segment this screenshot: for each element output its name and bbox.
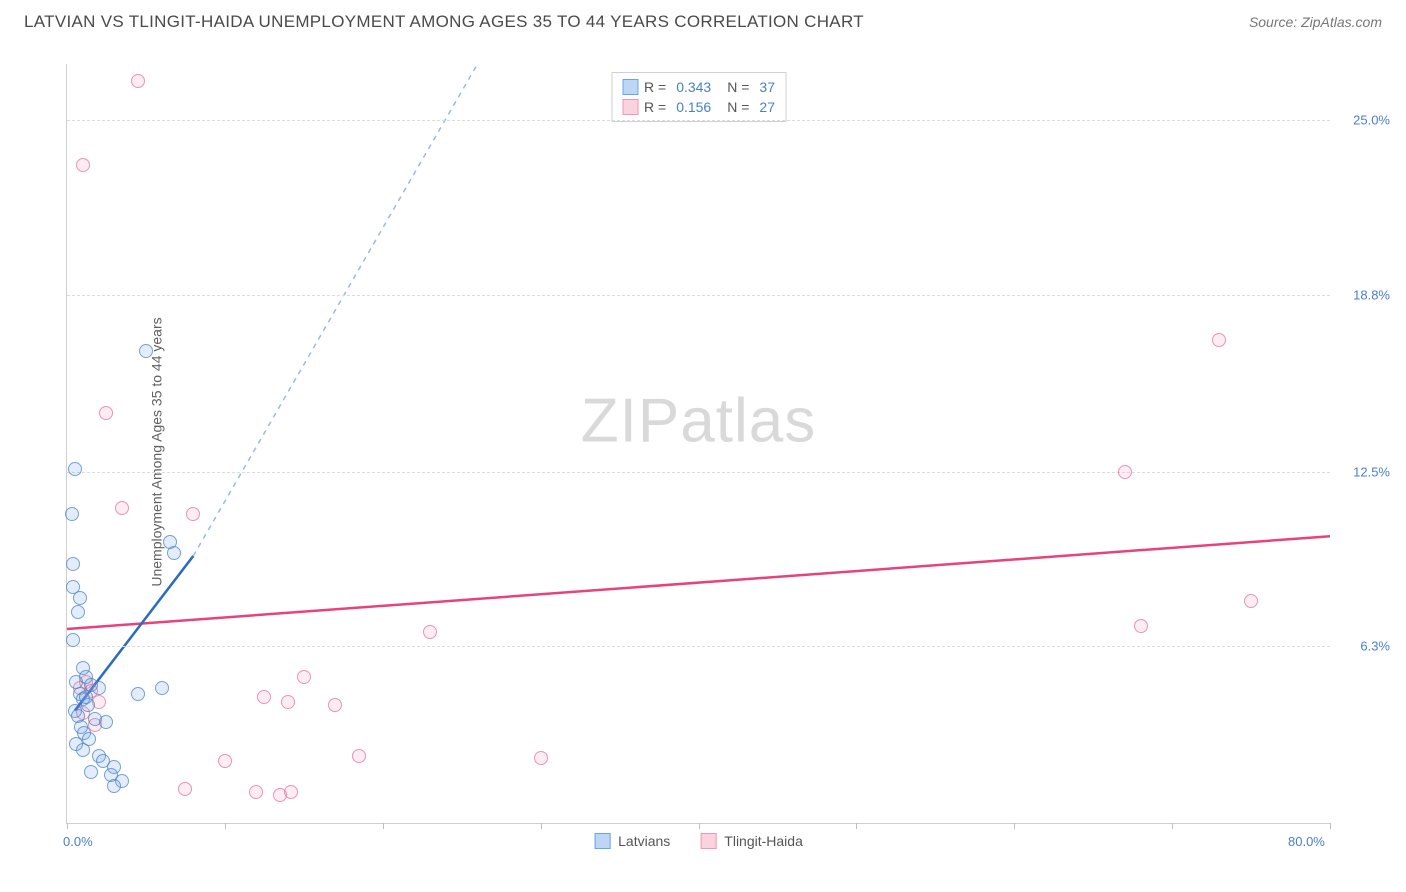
- y-tick-label: 6.3%: [1360, 638, 1390, 653]
- scatter-point: [84, 765, 98, 779]
- scatter-point: [99, 715, 113, 729]
- scatter-point: [178, 782, 192, 796]
- gridline-h: [67, 295, 1330, 296]
- plot-area: ZIPatlas R =0.343N =37R =0.156N =27 Latv…: [66, 64, 1330, 824]
- series-name: Tlingit-Haida: [724, 833, 803, 849]
- scatter-point: [99, 406, 113, 420]
- legend-n-value: 37: [759, 79, 775, 95]
- gridline-h: [67, 120, 1330, 121]
- legend-n-value: 27: [759, 99, 775, 115]
- series-legend-item: Tlingit-Haida: [700, 833, 803, 849]
- gridline-h: [67, 472, 1330, 473]
- scatter-point: [297, 670, 311, 684]
- legend-swatch: [622, 79, 638, 95]
- x-tick: [856, 823, 857, 829]
- series-legend: Latvians Tlingit-Haida: [594, 833, 803, 849]
- watermark-part1: ZIP: [581, 386, 680, 455]
- legend-swatch: [594, 833, 610, 849]
- scatter-point: [76, 158, 90, 172]
- trend-line-latvians-dashed: [193, 64, 477, 556]
- legend-row: R = 0.156 N = 27: [622, 97, 775, 117]
- x-tick: [67, 823, 68, 829]
- x-tick: [383, 823, 384, 829]
- trend-line-tlingit-haida: [67, 536, 1330, 629]
- scatter-point: [66, 633, 80, 647]
- legend-r-value: 0.343: [676, 79, 711, 95]
- scatter-point: [115, 501, 129, 515]
- legend-r-value: 0.156: [676, 99, 711, 115]
- scatter-point: [423, 625, 437, 639]
- scatter-point: [73, 591, 87, 605]
- scatter-point: [167, 546, 181, 560]
- series-legend-item: Latvians: [594, 833, 670, 849]
- y-tick-label: 12.5%: [1353, 464, 1390, 479]
- scatter-point: [249, 785, 263, 799]
- series-name: Latvians: [618, 833, 670, 849]
- scatter-point: [76, 743, 90, 757]
- x-tick: [699, 823, 700, 829]
- gridline-h: [67, 646, 1330, 647]
- x-tick: [225, 823, 226, 829]
- scatter-point: [328, 698, 342, 712]
- watermark-part2: atlas: [680, 386, 816, 455]
- legend-r-label: R =: [644, 79, 666, 95]
- x-tick-label: 80.0%: [1288, 834, 1325, 849]
- scatter-point: [79, 690, 93, 704]
- scatter-point: [1134, 619, 1148, 633]
- scatter-point: [284, 785, 298, 799]
- scatter-point: [281, 695, 295, 709]
- scatter-point: [1244, 594, 1258, 608]
- scatter-point: [107, 779, 121, 793]
- scatter-point: [139, 344, 153, 358]
- correlation-legend: R = 0.343 N = 37 R = 0.156 N = 27: [611, 72, 786, 122]
- scatter-point: [92, 681, 106, 695]
- legend-r-label: R =: [644, 99, 666, 115]
- x-tick: [541, 823, 542, 829]
- scatter-point: [71, 605, 85, 619]
- scatter-point: [131, 74, 145, 88]
- chart-title: LATVIAN VS TLINGIT-HAIDA UNEMPLOYMENT AM…: [24, 12, 864, 32]
- legend-n-label: N =: [727, 99, 749, 115]
- scatter-point: [131, 687, 145, 701]
- watermark: ZIPatlas: [581, 385, 816, 456]
- scatter-point: [218, 754, 232, 768]
- scatter-point: [65, 507, 79, 521]
- source-attribution: Source: ZipAtlas.com: [1249, 14, 1382, 30]
- scatter-point: [352, 749, 366, 763]
- legend-row: R = 0.343 N = 37: [622, 77, 775, 97]
- trend-lines-layer: [67, 64, 1330, 823]
- scatter-point: [1118, 465, 1132, 479]
- scatter-point: [257, 690, 271, 704]
- legend-swatch: [700, 833, 716, 849]
- x-tick: [1014, 823, 1015, 829]
- y-tick-label: 25.0%: [1353, 113, 1390, 128]
- scatter-point: [534, 751, 548, 765]
- x-tick: [1330, 823, 1331, 829]
- scatter-point: [1212, 333, 1226, 347]
- scatter-point: [155, 681, 169, 695]
- legend-swatch: [622, 99, 638, 115]
- scatter-point: [66, 557, 80, 571]
- chart-container: Unemployment Among Ages 35 to 44 years Z…: [48, 52, 1398, 852]
- scatter-point: [68, 462, 82, 476]
- y-tick-label: 18.8%: [1353, 287, 1390, 302]
- legend-n-label: N =: [727, 79, 749, 95]
- scatter-point: [186, 507, 200, 521]
- x-tick: [1172, 823, 1173, 829]
- x-tick-label: 0.0%: [63, 834, 93, 849]
- header: LATVIAN VS TLINGIT-HAIDA UNEMPLOYMENT AM…: [0, 0, 1406, 40]
